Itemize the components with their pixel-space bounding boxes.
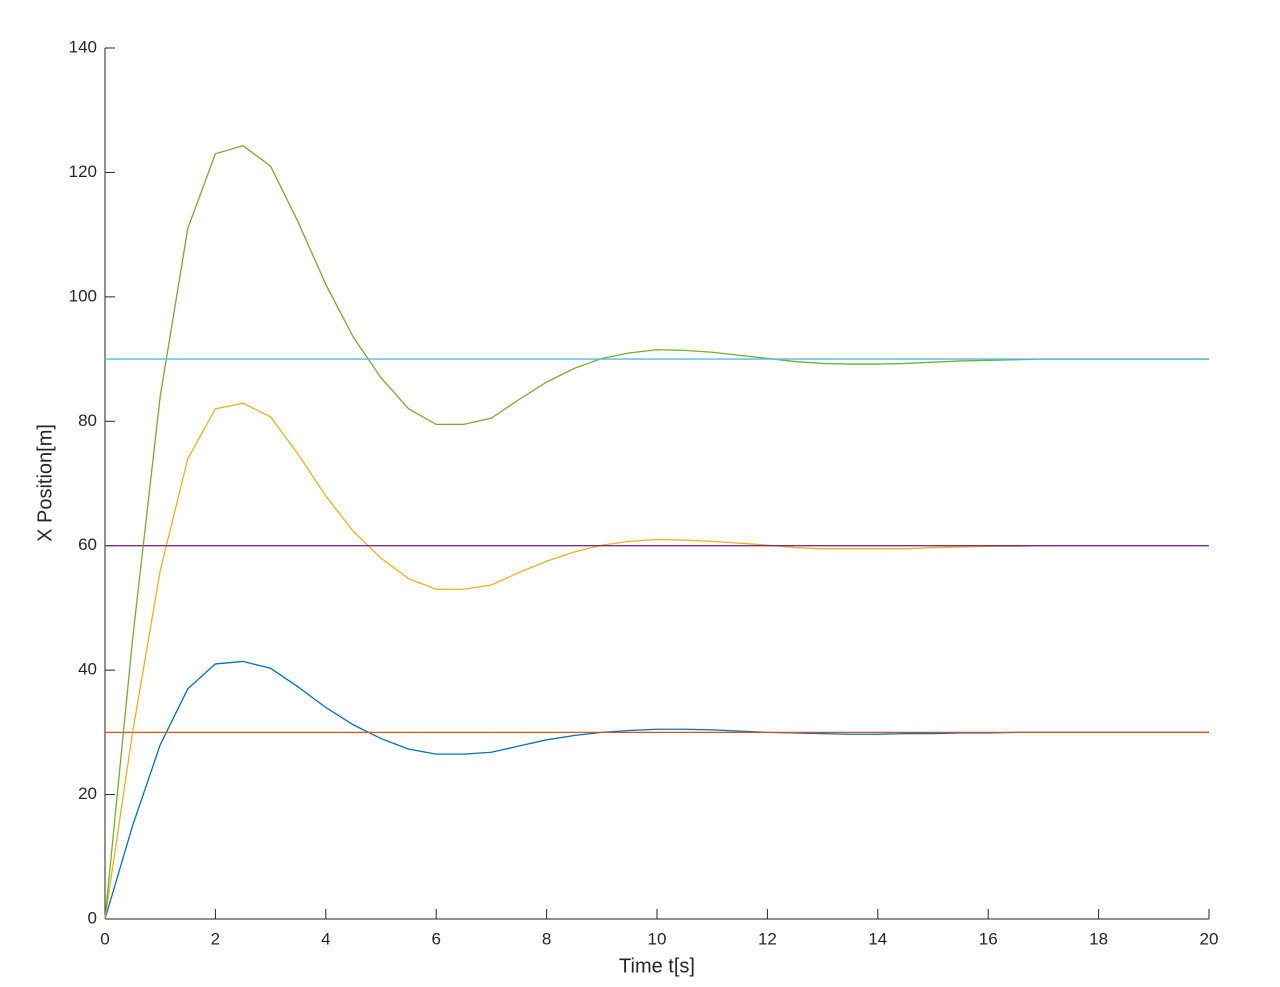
x-tick-label: 12 (758, 929, 777, 948)
y-tick-label: 20 (78, 784, 97, 803)
x-tick-label: 6 (431, 929, 440, 948)
y-tick-label: 40 (78, 660, 97, 679)
y-tick-label: 100 (69, 286, 97, 305)
x-tick-label: 20 (1200, 929, 1219, 948)
y-tick-label: 120 (69, 162, 97, 181)
x-tick-label: 16 (979, 929, 998, 948)
y-axis-label: X Position[m] (34, 424, 56, 542)
x-tick-label: 4 (321, 929, 330, 948)
y-tick-label: 0 (88, 908, 97, 927)
x-tick-label: 8 (542, 929, 551, 948)
x-tick-label: 14 (868, 929, 887, 948)
series-line (104, 144, 1209, 920)
x-tick-label: 2 (211, 929, 220, 948)
y-tick-label: 140 (69, 37, 97, 56)
x-tick-label: 18 (1089, 929, 1108, 948)
y-tick-label: 80 (78, 411, 97, 430)
x-tick-label: 0 (100, 929, 109, 948)
y-tick-label: 60 (78, 535, 97, 554)
series-line (104, 660, 1209, 920)
x-tick-label: 10 (648, 929, 667, 948)
series-line (104, 402, 1209, 920)
x-axis-label: Time t[s] (619, 955, 695, 977)
